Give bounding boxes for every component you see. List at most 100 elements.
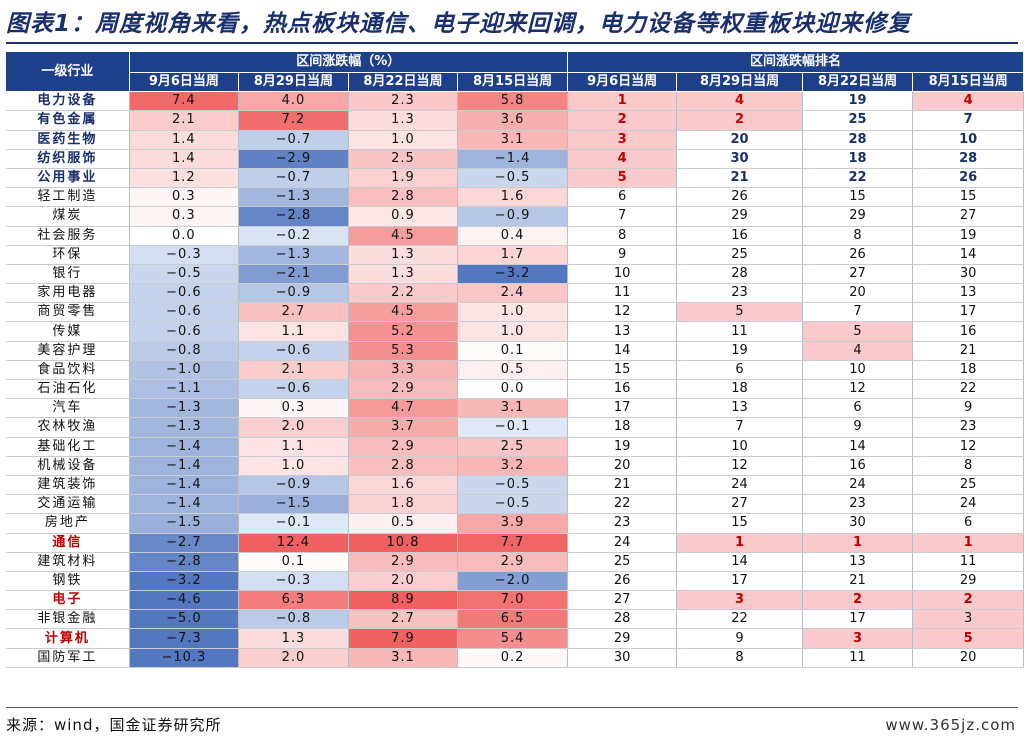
change-cell: −1.4: [129, 475, 240, 496]
industry-name: 钢铁: [6, 571, 130, 592]
rank-cell: 24: [567, 533, 678, 553]
industry-name: 食品饮料: [6, 360, 130, 381]
change-cell: 1.6: [348, 475, 459, 496]
rank-cell: 12: [676, 456, 803, 476]
table-row: 电子 −4.6 6.3 8.9 7.0 27 3 2 2: [6, 590, 1024, 611]
rank-cell: 16: [802, 456, 914, 476]
change-cell: −2.8: [238, 206, 349, 227]
rank-period-header: 8月29日当周: [676, 72, 803, 93]
change-cell: 1.9: [348, 168, 459, 189]
rank-cell: 19: [676, 341, 803, 361]
rank-cell: 20: [802, 283, 914, 304]
rank-cell: 17: [567, 398, 678, 419]
rank-cell: 19: [802, 91, 914, 112]
rank-cell: 25: [912, 475, 1024, 496]
change-cell: −1.5: [238, 494, 349, 515]
change-cell: −0.5: [129, 264, 240, 285]
change-cell: 3.3: [348, 360, 459, 381]
change-cell: −1.0: [129, 360, 240, 381]
rank-cell: 28: [567, 609, 678, 630]
rank-cell: 6: [567, 187, 678, 208]
table-row: 计算机 −7.3 1.3 7.9 5.4 29 9 3 5: [6, 628, 1024, 649]
change-cell: 2.9: [348, 552, 459, 572]
change-cell: 2.5: [348, 149, 459, 169]
rank-cell: 15: [912, 187, 1024, 208]
change-cell: 12.4: [238, 533, 349, 553]
table-row: 食品饮料 −1.0 2.1 3.3 0.5 15 6 10 18: [6, 360, 1024, 381]
change-cell: −0.5: [457, 168, 568, 189]
industry-name: 有色金属: [6, 110, 130, 131]
change-cell: 2.2: [348, 283, 459, 304]
rank-cell: 4: [912, 91, 1024, 112]
change-cell: 5.3: [348, 341, 459, 361]
rank-cell: 22: [802, 168, 914, 189]
change-cell: 4.0: [238, 91, 349, 112]
change-cell: 3.2: [457, 456, 568, 476]
rank-cell: 1: [567, 91, 678, 112]
industry-name: 农林牧渔: [6, 417, 130, 438]
change-cell: 1.0: [348, 130, 459, 150]
industry-name: 医药生物: [6, 130, 130, 150]
rank-cell: 14: [676, 552, 803, 572]
rank-cell: 19: [567, 437, 678, 457]
change-cell: 2.3: [348, 91, 459, 112]
change-cell: −0.6: [238, 341, 349, 361]
change-cell: −0.6: [238, 379, 349, 400]
rank-cell: 4: [676, 91, 803, 112]
change-cell: 3.1: [457, 130, 568, 150]
change-cell: 3.1: [348, 648, 459, 668]
rank-cell: 11: [567, 283, 678, 304]
table-row: 医药生物 1.4 −0.7 1.0 3.1 3 20 28 10: [6, 130, 1024, 150]
rank-cell: 20: [567, 456, 678, 476]
change-cell: 0.1: [457, 341, 568, 361]
rank-cell: 13: [676, 398, 803, 419]
change-cell: −0.3: [129, 245, 240, 265]
change-cell: −1.4: [129, 456, 240, 476]
rank-cell: 9: [567, 245, 678, 265]
change-cell: −0.9: [238, 283, 349, 304]
rank-cell: 10: [802, 360, 914, 381]
change-cell: 4.7: [348, 398, 459, 419]
change-cell: 1.8: [348, 494, 459, 515]
industry-name: 商贸零售: [6, 302, 130, 323]
rank-cell: 4: [802, 341, 914, 361]
rank-cell: 2: [802, 590, 914, 611]
rank-cell: 9: [676, 628, 803, 649]
table-row: 纺织服饰 1.4 −2.9 2.5 −1.4 4 30 18 28: [6, 149, 1024, 169]
rank-cell: 5: [912, 628, 1024, 649]
industry-name: 机械设备: [6, 456, 130, 476]
table-row: 汽车 −1.3 0.3 4.7 3.1 17 13 6 9: [6, 398, 1024, 419]
change-cell: −0.6: [129, 321, 240, 342]
rank-cell: 8: [912, 456, 1024, 476]
rank-cell: 18: [912, 360, 1024, 381]
change-cell: 0.5: [348, 513, 459, 534]
rank-cell: 9: [912, 398, 1024, 419]
change-cell: −2.1: [238, 264, 349, 285]
change-cell: −3.2: [457, 264, 568, 285]
change-cell: 0.2: [457, 648, 568, 668]
change-cell: 0.9: [348, 206, 459, 227]
table-row: 基础化工 −1.4 1.1 2.9 2.5 19 10 14 12: [6, 437, 1024, 457]
industry-name: 石油石化: [6, 379, 130, 400]
industry-name: 煤炭: [6, 206, 130, 227]
change-cell: 2.9: [457, 552, 568, 572]
table-row: 机械设备 −1.4 1.0 2.8 3.2 20 12 16 8: [6, 456, 1024, 476]
change-cell: 0.3: [129, 187, 240, 208]
rank-cell: 8: [802, 226, 914, 246]
change-cell: 1.2: [129, 168, 240, 189]
rank-cell: 17: [912, 302, 1024, 323]
change-period-header: 9月6日当周: [129, 72, 240, 93]
rank-cell: 19: [912, 226, 1024, 246]
change-cell: 2.8: [348, 187, 459, 208]
change-cell: 2.9: [348, 437, 459, 457]
rank-cell: 8: [676, 648, 803, 668]
change-cell: 2.8: [348, 456, 459, 476]
change-cell: 2.0: [348, 571, 459, 592]
rank-cell: 26: [567, 571, 678, 592]
change-cell: 0.0: [129, 226, 240, 246]
rank-cell: 2: [912, 590, 1024, 611]
rank-cell: 10: [676, 437, 803, 457]
change-cell: 3.1: [457, 398, 568, 419]
rank-cell: 12: [567, 302, 678, 323]
rank-cell: 15: [802, 187, 914, 208]
